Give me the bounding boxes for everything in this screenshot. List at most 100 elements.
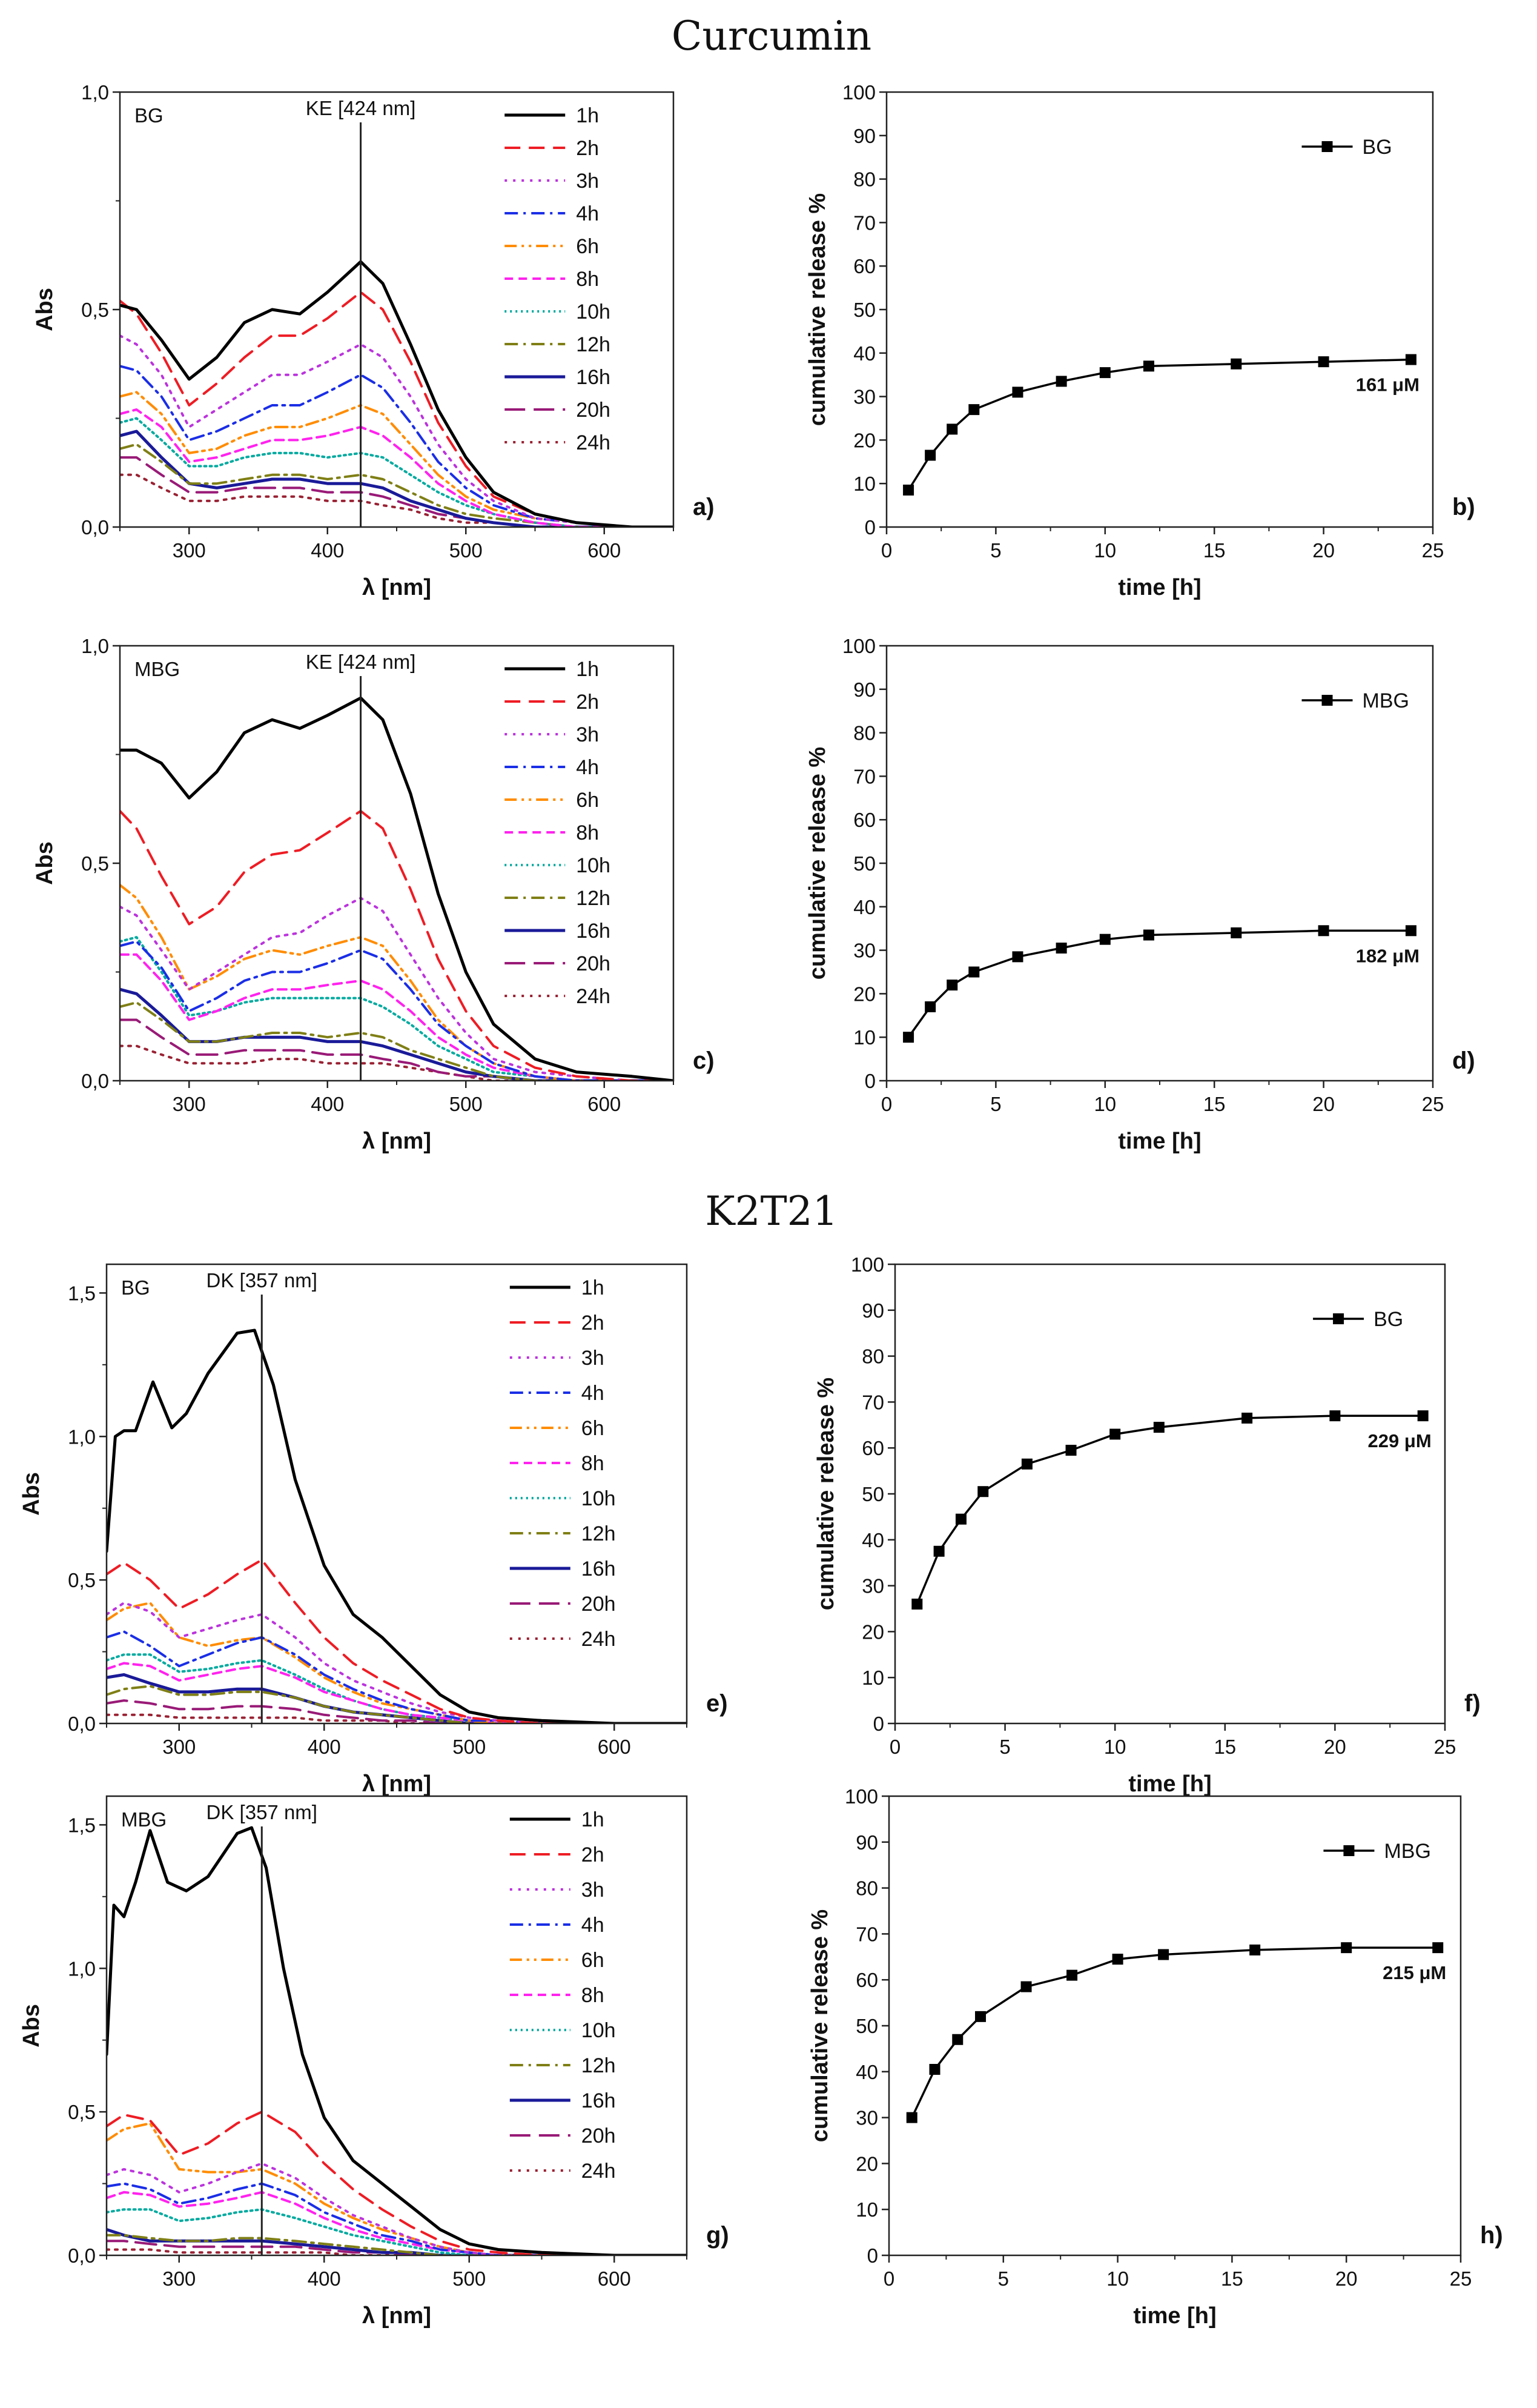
- legend-label-24h: 24h: [581, 1628, 616, 1651]
- panel-label-e: e): [706, 1690, 728, 1717]
- y-tick-label: 0,5: [81, 299, 109, 321]
- sample-label: MBG: [121, 1808, 167, 1831]
- legend-label-20h: 20h: [581, 2124, 616, 2148]
- legend-label-12h: 12h: [576, 887, 610, 910]
- y-tick-label: 80: [853, 722, 876, 745]
- x-tick-label: 5: [998, 2267, 1009, 2290]
- data-point: [1432, 1942, 1444, 1954]
- wavelength-marker-label: KE [424 nm]: [306, 651, 416, 673]
- y-tick-label: 1,0: [81, 81, 109, 104]
- legend-label-1h: 1h: [576, 104, 599, 127]
- data-point: [1056, 376, 1067, 387]
- legend-label-1h: 1h: [581, 1808, 604, 1831]
- x-tick-label: 25: [1434, 1736, 1456, 1758]
- section-title-curcumin: Curcumin: [672, 13, 871, 59]
- legend-label-16h: 16h: [581, 1557, 616, 1580]
- series-line-16h: [107, 1673, 687, 1723]
- x-tick-label: 10: [1094, 539, 1116, 562]
- concentration-annotation: 161 μM: [1356, 374, 1420, 396]
- data-point: [1021, 1458, 1033, 1470]
- chart-panel-c: KE [424 nm] MBG 1h 2h 3h 4h 6h 8h 10h 12h 16h 20h 24…: [32, 635, 715, 1154]
- x-tick-label: 500: [449, 539, 483, 562]
- data-point: [1153, 1422, 1165, 1433]
- chart-panel-e: DK [357 nm] BG 1h 2h 3h 4h 6h 8h 10h 12h 16h 20h 24h…: [19, 1263, 728, 1797]
- y-tick-label: 0: [865, 516, 876, 539]
- series-line-20h: [107, 2240, 687, 2255]
- x-tick-label: 20: [1324, 1736, 1346, 1758]
- x-tick-label: 20: [1312, 539, 1335, 562]
- y-tick-label: 40: [862, 1529, 884, 1551]
- series-line-12h: [107, 2234, 687, 2255]
- x-tick-label: 15: [1203, 539, 1226, 562]
- x-tick-label: 400: [311, 539, 344, 562]
- x-tick-label: 10: [1104, 1736, 1126, 1758]
- legend-label-3h: 3h: [576, 723, 599, 746]
- series-line-24h: [107, 1713, 687, 1723]
- y-axis-title: Abs: [32, 841, 58, 885]
- panel-label-d: d): [1452, 1047, 1475, 1074]
- data-point: [1112, 1954, 1123, 1965]
- x-axis-title: λ [nm]: [362, 575, 431, 600]
- chart-panel-b: BG 161 μM 0 5 10 15 20 25 0 10 20 30 40 50 60 70 80 90 100…: [805, 81, 1475, 600]
- data-point: [1056, 943, 1067, 954]
- y-tick-label: 60: [853, 809, 876, 831]
- series-line-3h: [107, 2162, 687, 2255]
- y-tick-label: 10: [853, 473, 876, 495]
- legend-label-8h: 8h: [576, 821, 599, 844]
- x-tick-label: 25: [1422, 1093, 1444, 1115]
- legend-label-2h: 2h: [581, 1843, 604, 1866]
- y-tick-label: 40: [853, 342, 876, 365]
- legend-label-4h: 4h: [581, 1914, 604, 1937]
- y-tick-label: 0: [867, 2244, 878, 2267]
- y-tick-label: 60: [856, 1969, 878, 1991]
- data-point: [1318, 925, 1329, 937]
- legend-marker: [1333, 1313, 1344, 1324]
- series-line-1h: [107, 1328, 687, 1723]
- legend-label-2h: 2h: [576, 691, 599, 714]
- y-tick-label: 1,5: [68, 1814, 96, 1836]
- plot-frame: [885, 91, 1434, 528]
- series-line-8h: [107, 2191, 687, 2255]
- x-tick-label: 20: [1335, 2267, 1358, 2290]
- x-axis-title: λ [nm]: [362, 2303, 431, 2329]
- data-point: [911, 1598, 923, 1610]
- x-tick-label: 0: [881, 1093, 892, 1115]
- wavelength-marker-label: DK [357 nm]: [207, 1269, 317, 1292]
- legend-label-6h: 6h: [581, 1417, 604, 1440]
- legend-label-24h: 24h: [581, 2160, 616, 2183]
- data-point: [903, 484, 914, 496]
- x-tick-label: 300: [173, 539, 206, 562]
- data-point: [1329, 1410, 1341, 1422]
- series-line-10h: [107, 2208, 687, 2255]
- wavelength-marker-label: DK [357 nm]: [207, 1801, 317, 1823]
- series-line-1h: [107, 1826, 687, 2255]
- panel-label-c: c): [693, 1047, 715, 1074]
- y-tick-label: 1,0: [81, 635, 109, 657]
- x-tick-label: 0: [890, 1736, 901, 1758]
- x-tick-label: 25: [1422, 539, 1444, 562]
- x-tick-label: 300: [173, 1093, 206, 1115]
- panel-label-f: f): [1464, 1690, 1481, 1717]
- legend-label-20h: 20h: [576, 952, 610, 975]
- y-tick-label: 30: [853, 386, 876, 408]
- data-point: [947, 423, 958, 435]
- data-point: [1099, 934, 1111, 945]
- panel-label-a: a): [693, 494, 715, 520]
- data-point: [1143, 360, 1154, 372]
- x-tick-label: 15: [1203, 1093, 1226, 1115]
- y-tick-label: 0,0: [68, 1713, 96, 1735]
- y-tick-label: 1,0: [68, 1957, 96, 1980]
- chart-panel-h: MBG 215 μM 0 5 10 15 20 25 0 10 20 30 40 50 60 70 80 90 10…: [807, 1785, 1503, 2329]
- legend-label: MBG: [1384, 1840, 1430, 1863]
- series-group: [107, 1826, 687, 2255]
- data-point: [1012, 386, 1023, 398]
- release-curve: [907, 929, 1411, 1038]
- x-tick-label: 600: [598, 2267, 631, 2290]
- panel-label-b: b): [1452, 494, 1475, 520]
- legend-label-10h: 10h: [581, 1487, 616, 1510]
- y-tick-label: 0: [865, 1070, 876, 1092]
- data-point: [1158, 1949, 1169, 1960]
- x-tick-label: 5: [999, 1736, 1010, 1758]
- series-line-4h: [120, 940, 673, 1081]
